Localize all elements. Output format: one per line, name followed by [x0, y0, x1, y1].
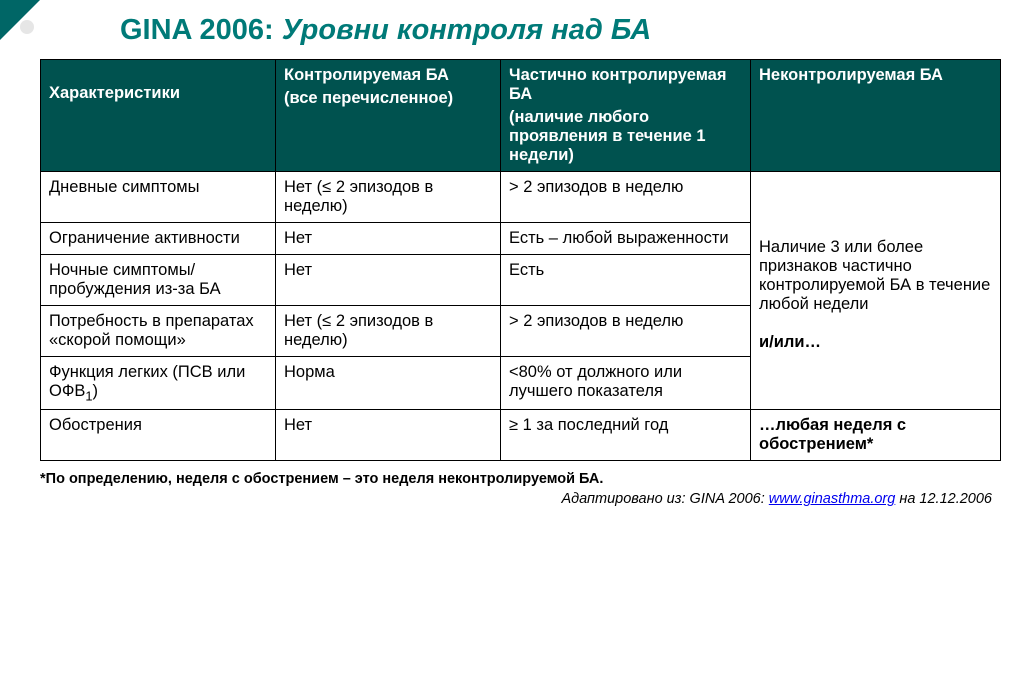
cell: Есть – любой выраженности [501, 223, 751, 255]
cell: Нет [276, 223, 501, 255]
table-row: Дневные симптомы Нет (≤ 2 эпизодов в нед… [41, 172, 1001, 223]
citation: Адаптировано из: GINA 2006: www.ginasthm… [40, 491, 1000, 507]
th-controlled-label: Контролируемая БА [284, 66, 492, 85]
lung-fn-pre: Функция легких (ПСВ или ОФВ [49, 363, 245, 400]
cell: Нет [276, 255, 501, 306]
citation-post: на 12.12.2006 [895, 491, 992, 507]
th-characteristics-label: Характеристики [49, 66, 267, 103]
cell-lung-function: Функция легких (ПСВ или ОФВ1) [41, 357, 276, 410]
th-partial: Частично контролируемая БА (наличие любо… [501, 60, 751, 172]
cell-daytime-symptoms: Дневные симптомы [41, 172, 276, 223]
lung-fn-sub: 1 [85, 388, 92, 403]
citation-pre: Адаптировано из: GINA 2006: [561, 491, 768, 507]
cell: <80% от должного или лучшего показателя [501, 357, 751, 410]
corner-dot [20, 20, 34, 34]
th-partial-sub: (наличие любого проявления в течение 1 н… [509, 104, 742, 165]
cell: Норма [276, 357, 501, 410]
cell: Нет (≤ 2 эпизодов в неделю) [276, 172, 501, 223]
slide-title: GINA 2006: Уровни контроля над БА [40, 10, 1000, 59]
cell: Нет [276, 410, 501, 461]
title-brand: GINA 2006: [120, 14, 274, 46]
th-controlled-sub: (все перечисленное) [284, 85, 492, 108]
cell-rescue-medication: Потребность в препаратах «скорой помощи» [41, 306, 276, 357]
title-rest: Уровни контроля над БА [282, 14, 651, 46]
table-row-exacerbations: Обострения Нет ≥ 1 за последний год …люб… [41, 410, 1001, 461]
uncontrolled-line1: Наличие 3 или более признаков частично к… [759, 238, 990, 313]
corner-triangle [0, 0, 40, 40]
lung-fn-post: ) [93, 382, 99, 400]
cell: ≥ 1 за последний год [501, 410, 751, 461]
cell-activity-limitation: Ограничение активности [41, 223, 276, 255]
cell-exacerbations: Обострения [41, 410, 276, 461]
cell: Нет (≤ 2 эпизодов в неделю) [276, 306, 501, 357]
th-partial-label: Частично контролируемая БА [509, 66, 742, 104]
cell: > 2 эпизодов в неделю [501, 172, 751, 223]
citation-link[interactable]: www.ginasthma.org [769, 491, 896, 507]
cell: > 2 эпизодов в неделю [501, 306, 751, 357]
th-characteristics: Характеристики [41, 60, 276, 172]
exacerbation-week-text: …любая неделя с обострением* [759, 416, 906, 453]
footnote: *По определению, неделя с обострением – … [40, 471, 1000, 487]
th-uncontrolled-label: Неконтролируемая БА [759, 66, 992, 85]
cell: Есть [501, 255, 751, 306]
uncontrolled-line2: и/или… [759, 333, 821, 351]
table-header: Характеристики Контролируемая БА (все пе… [41, 60, 1001, 172]
control-levels-table: Характеристики Контролируемая БА (все пе… [40, 59, 1001, 461]
cell-exacerbation-week: …любая неделя с обострением* [751, 410, 1001, 461]
th-uncontrolled: Неконтролируемая БА [751, 60, 1001, 172]
th-controlled: Контролируемая БА (все перечисленное) [276, 60, 501, 172]
cell-uncontrolled-merged: Наличие 3 или более признаков частично к… [751, 172, 1001, 410]
cell-nocturnal-symptoms: Ночные симптомы/ пробуждения из-за БА [41, 255, 276, 306]
